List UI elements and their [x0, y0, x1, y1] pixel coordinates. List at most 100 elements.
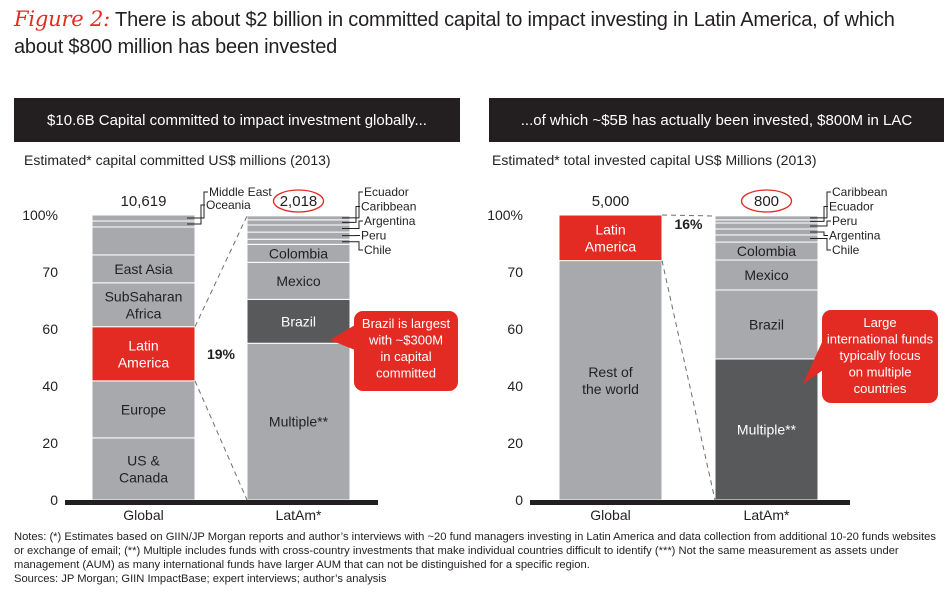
x-axis-line [530, 500, 850, 505]
bar-segment-east-asia [91, 254, 196, 284]
segment-label-line: Multiple** [737, 421, 797, 437]
bridge-dashed-line-bottom [194, 380, 248, 501]
callout-text-line: with ~$300M [368, 333, 443, 348]
bar-segment-brazil [246, 298, 351, 344]
segment-label-line: the world [582, 381, 639, 397]
leader-line [342, 206, 360, 223]
x-category-label: LatAm* [744, 507, 790, 523]
segment-label-line: East Asia [114, 261, 173, 277]
x-category-label: LatAm* [276, 507, 322, 523]
y-tick-label: 100% [487, 207, 523, 223]
bar-segment-chile [246, 238, 351, 245]
y-tick-label: 20 [42, 435, 58, 451]
callout-box [822, 310, 938, 403]
left-panel-header: $10.6B Capital committed to impact inves… [14, 98, 460, 142]
bar-segment-mexico [714, 259, 819, 291]
segment-label: Colombia [269, 245, 328, 261]
sources-text: Sources: JP Morgan; GIIN ImpactBase; exp… [14, 573, 387, 585]
bridge-percent-label: 19% [207, 346, 236, 362]
leader-line [810, 231, 828, 236]
bar-segment-mexico [246, 261, 351, 300]
segment-label-line: America [118, 354, 170, 370]
segment-label-line: Brazil [281, 313, 316, 329]
bar-segment-europe [91, 380, 196, 439]
y-tick-label: 70 [507, 264, 523, 280]
segment-label: Multiple** [737, 421, 797, 437]
total-highlight-circle [740, 189, 793, 213]
segment-label-line: Canada [119, 469, 168, 485]
bar-total-label: 10,619 [121, 193, 167, 210]
callout-text-line: international funds [827, 332, 934, 347]
side-label-middle-east: Middle East [209, 185, 272, 199]
bar-segment-brazil [714, 289, 819, 360]
segment-label-line: Colombia [269, 245, 328, 261]
bar-segment-argentina [714, 228, 819, 236]
right-panel-header: ...of which ~$5B has actually been inves… [489, 98, 944, 142]
callout-text-line: in capital [380, 349, 431, 364]
bar-segment-peru [714, 222, 819, 230]
segment-label: Europe [121, 401, 166, 417]
leader-line [342, 191, 363, 219]
segment-label: Brazil [749, 316, 784, 332]
leader-line [810, 220, 831, 227]
y-tick-label: 100% [22, 207, 58, 223]
side-label-oceania: Oceania [206, 198, 251, 212]
segment-label: Colombia [737, 243, 796, 259]
side-label-caribbean: Caribbean [361, 200, 416, 214]
bar-segment-latin-america [558, 214, 663, 262]
segment-label-line: Latin [128, 337, 158, 353]
segment-label-line: Mexico [276, 273, 321, 289]
callout-box [354, 311, 458, 391]
segment-label: Mexico [744, 267, 789, 283]
y-tick-label: 70 [42, 264, 58, 280]
callout-text-line: committed [376, 366, 436, 381]
side-label-caribbean: Caribbean [832, 185, 887, 199]
figure-title: Figure 2: There is about $2 billion in c… [14, 6, 944, 61]
right-chart: 0 20 40 60 70 100% Global 5,000 LatAm* 800 Caribbe… [487, 185, 938, 523]
side-label-chile: Chile [832, 243, 860, 257]
segment-label-line: SubSaharan [105, 288, 183, 304]
segment-label: Brazil [281, 313, 316, 329]
bar-segment-caribbean [714, 215, 819, 221]
x-axis-line [65, 500, 378, 505]
callout-text-line: Large [863, 315, 896, 330]
callout-text-line: typically focus [840, 348, 921, 363]
segment-label-line: Europe [121, 401, 166, 417]
segment-label-line: Latin [595, 221, 625, 237]
bar-segment-peru [246, 231, 351, 240]
bar-segment-oceania [91, 220, 196, 228]
bridge-dashed-line-top [194, 215, 248, 327]
bar-segment-subsaharan-africa [91, 282, 196, 328]
side-label-ecuador: Ecuador [829, 200, 874, 214]
segment-label: Mexico [276, 273, 321, 289]
right-chart-subtitle: Estimated* total invested capital US$ Mi… [492, 152, 817, 168]
bridge-dashed-line-bottom [661, 260, 716, 501]
callout-text-line: Brazil is largest [362, 316, 451, 331]
figure-title-text: There is about $2 billion in committed c… [14, 9, 895, 58]
bridge-percent-label: 16% [674, 216, 703, 232]
bar-segment-caribbean [246, 219, 351, 226]
y-tick-label: 40 [507, 378, 523, 394]
leader-line [810, 238, 831, 251]
segment-label-line: Africa [126, 305, 162, 321]
bar-total-label: 800 [754, 193, 779, 210]
segment-label-line: America [585, 238, 637, 254]
y-tick-label: 60 [42, 321, 58, 337]
segment-label-line: Colombia [737, 243, 796, 259]
bar-segment-ecuador [246, 215, 351, 221]
x-category-label: Global [590, 507, 630, 523]
leader-line [187, 204, 205, 225]
bar-total-label: 5,000 [592, 193, 630, 210]
bar-segment-argentina [246, 224, 351, 233]
side-label-argentina: Argentina [829, 229, 881, 243]
segment-label-line: US & [127, 452, 160, 468]
bar-segment-latin-america [91, 326, 196, 382]
bar-segment-chile [714, 234, 819, 243]
segment-label-line: Brazil [749, 316, 784, 332]
left-chart: 0 20 40 60 70 100% Global 10,619 Middle EastOcea… [22, 185, 458, 523]
y-tick-label: 0 [515, 492, 523, 508]
